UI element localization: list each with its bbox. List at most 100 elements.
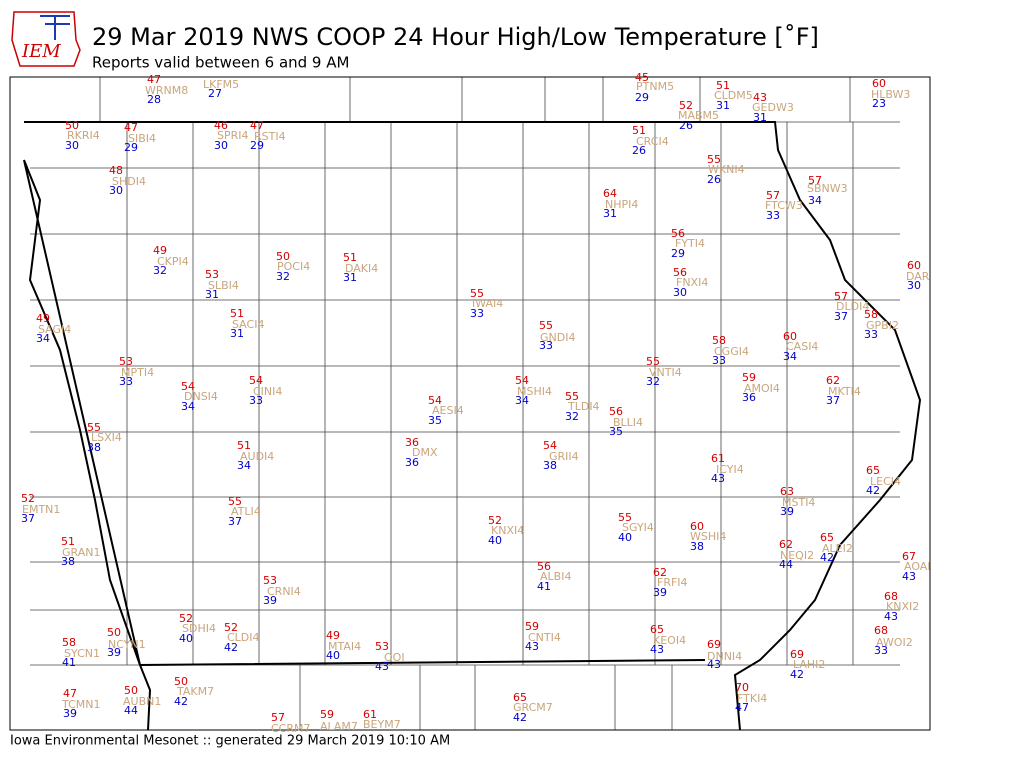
- station-id: DAKI4: [345, 262, 378, 275]
- station-low: 34: [237, 459, 251, 472]
- station-id: KEOI4: [653, 634, 686, 647]
- station-low: 38: [87, 441, 101, 454]
- station-high: 69: [790, 648, 804, 661]
- station-high: 54: [428, 394, 442, 407]
- station-low: 38: [690, 540, 704, 553]
- title: 29 Mar 2019 NWS COOP 24 Hour High/Low Te…: [92, 23, 819, 51]
- station-id: NHPI4: [605, 198, 638, 211]
- station-low: 34: [181, 400, 195, 413]
- station-low: 28: [147, 93, 161, 106]
- station-id: OOI: [384, 651, 405, 664]
- station-id: AOAI: [904, 560, 931, 573]
- stations: 47WRNM828LKFM52745PTNM52951CLDM53143GEDW…: [21, 71, 931, 735]
- station-id: GRAN1: [62, 546, 100, 559]
- station-id: ATLI4: [231, 505, 261, 518]
- station-low: 31: [753, 111, 767, 124]
- station-low: 40: [618, 531, 632, 544]
- station-low: 43: [525, 640, 539, 653]
- station-low: 36: [405, 456, 419, 469]
- station-low: 29: [124, 141, 138, 154]
- station-high: 53: [119, 355, 133, 368]
- station-low: 34: [515, 394, 529, 407]
- station-high: 55: [565, 390, 579, 403]
- station-id: SBNW3: [807, 182, 848, 195]
- station-high: 55: [646, 355, 660, 368]
- station-id: FNXI4: [676, 276, 708, 289]
- station-high: 47: [124, 121, 138, 134]
- station-id: SIBI4: [128, 132, 156, 145]
- county-lines: [30, 77, 900, 730]
- station-id: FYTI4: [675, 237, 705, 250]
- station-high: 52: [224, 621, 238, 634]
- station-id: BLLI4: [613, 416, 643, 429]
- station-id: DAR: [906, 270, 930, 283]
- station-id: CGGI4: [714, 345, 749, 358]
- station-high: 61: [363, 708, 377, 721]
- station-low: 42: [866, 484, 880, 497]
- station-high: 56: [671, 227, 685, 240]
- station-low: 38: [61, 555, 75, 568]
- station-high: 57: [808, 174, 822, 187]
- station-id: TAKM7: [176, 685, 214, 698]
- station-id: FTCW3: [765, 199, 803, 212]
- station-id: GRII4: [549, 450, 579, 463]
- station-id: SACI4: [232, 318, 264, 331]
- station-id: DMX: [412, 446, 438, 459]
- station-high: 70: [735, 681, 749, 694]
- station-high: 50: [65, 119, 79, 132]
- station-low: 29: [635, 91, 649, 104]
- station-id: GEDW3: [752, 101, 794, 114]
- station-id: AWOI2: [876, 636, 913, 649]
- station-high: 52: [679, 99, 693, 112]
- station-low: 38: [543, 459, 557, 472]
- station-low: 42: [513, 711, 527, 724]
- station-id: IWAI4: [472, 297, 503, 310]
- station-high: 56: [609, 405, 623, 418]
- station-low: 30: [65, 139, 79, 152]
- station-low: 43: [707, 658, 721, 671]
- footer: Iowa Environmental Mesonet :: generated …: [10, 734, 450, 749]
- station-low: 33: [766, 209, 780, 222]
- station-high: 51: [230, 307, 244, 320]
- station-high: 67: [902, 550, 916, 563]
- station-low: 30: [214, 139, 228, 152]
- station-high: 51: [237, 439, 251, 452]
- map-frame: [9, 76, 931, 731]
- station-high: 57: [766, 189, 780, 202]
- station-high: 57: [271, 711, 285, 724]
- station-high: 53: [205, 268, 219, 281]
- station-high: 49: [36, 312, 50, 325]
- subtitle: Reports valid between 6 and 9 AM: [92, 54, 349, 72]
- station-high: 47: [147, 73, 161, 86]
- station-low: 33: [712, 354, 726, 367]
- station-low: 31: [603, 207, 617, 220]
- station-high: 50: [174, 675, 188, 688]
- station-high: 55: [87, 421, 101, 434]
- station-id: MABM5: [678, 109, 719, 122]
- station-low: 47: [735, 701, 749, 714]
- station-low: 43: [650, 643, 664, 656]
- station-id: AUBN1: [123, 695, 161, 708]
- station-high: 56: [673, 266, 687, 279]
